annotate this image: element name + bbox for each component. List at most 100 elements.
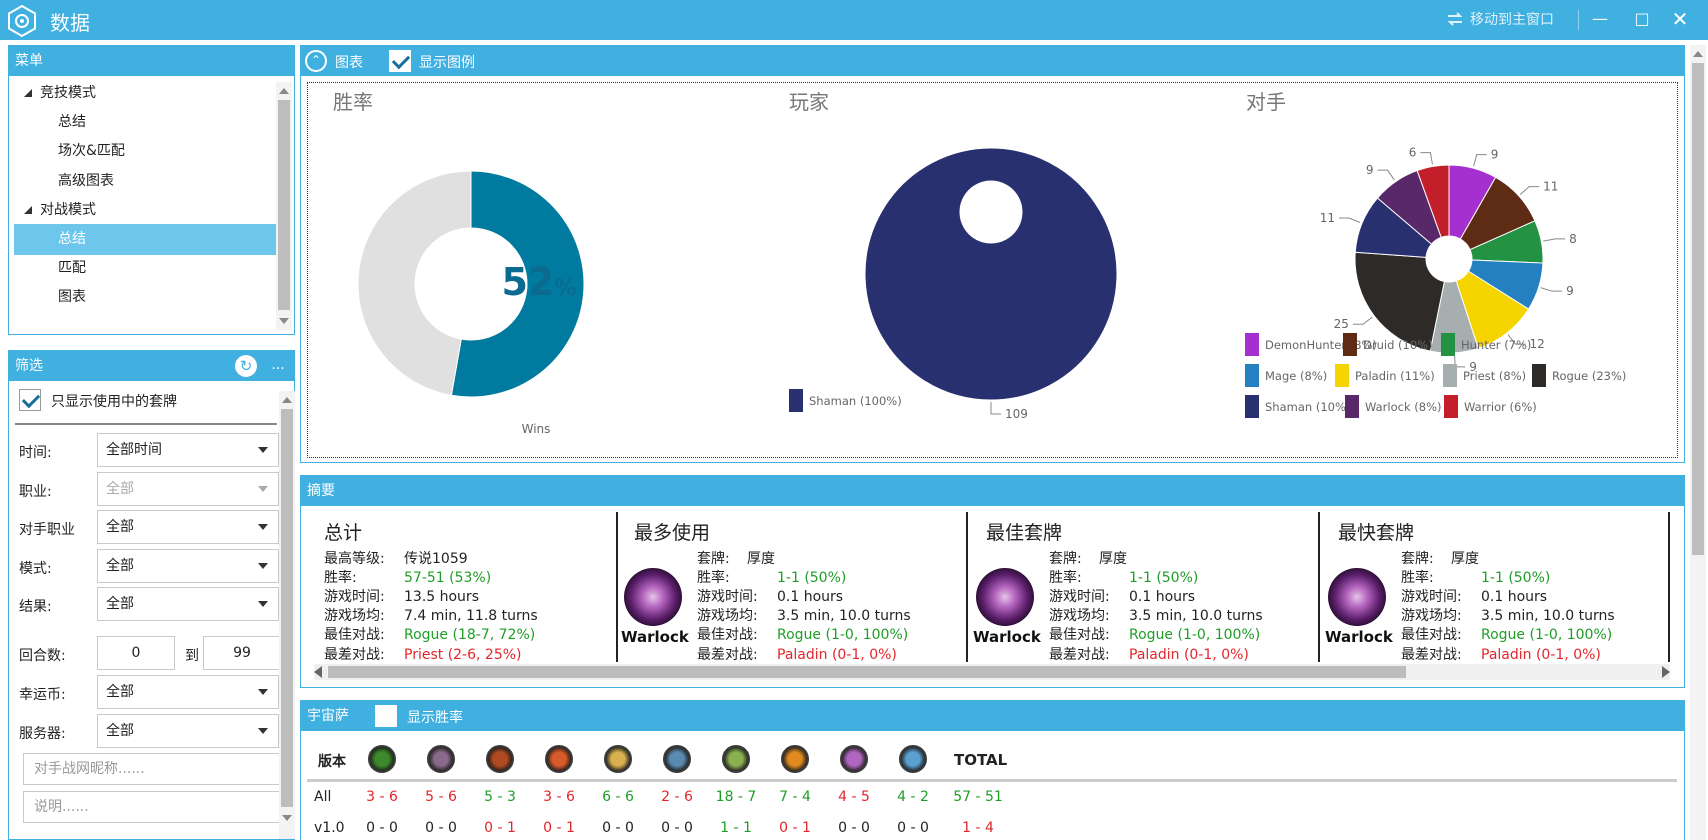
only-active-decks-label: 只显示使用中的套牌	[51, 394, 177, 410]
main-scroll-up-icon[interactable]	[1693, 51, 1703, 57]
matchup-cell: 4 - 5	[838, 789, 870, 805]
summary-scroll-right-icon[interactable]	[1662, 666, 1670, 678]
warrior-icon	[899, 745, 927, 773]
filter-scroll-thumb[interactable]	[281, 409, 293, 807]
menu-item-2[interactable]: 场次&匹配	[14, 136, 276, 167]
filter-select-3[interactable]: 全部	[97, 548, 279, 583]
maximize-button[interactable]: □	[1628, 8, 1656, 32]
menu-panel: 菜单 竞技模式 总结 场次&匹配 高级图表 对战模式 总结 匹配 图表	[8, 45, 295, 335]
only-active-decks-checkbox[interactable]	[19, 389, 41, 411]
summary-row-value: 厚度	[747, 551, 775, 567]
filter-scrollbar[interactable]	[279, 391, 295, 839]
pie-slice-2-6[interactable]	[1354, 251, 1445, 352]
refresh-button[interactable]: ↻	[235, 355, 257, 377]
filter2-label-1: 服务器:	[19, 725, 66, 742]
summary-row-value: Priest (2-6, 25%)	[404, 646, 522, 663]
summary-row: 最差对战: Paladin (0-1, 0%)	[1049, 646, 1249, 665]
menu-item-0[interactable]: 竞技模式	[14, 78, 276, 109]
move-to-main-window-button[interactable]: 移动到主窗口	[1446, 9, 1554, 29]
summary-row-key: 游戏场均:	[1401, 608, 1462, 625]
summary-row-value: Rogue (18-7, 72%)	[404, 627, 536, 644]
summary-scroll-left-icon[interactable]	[314, 666, 322, 678]
show-legend-checkbox[interactable]	[389, 50, 411, 72]
note-input[interactable]: 说明......	[23, 791, 281, 823]
summary-row-value: Paladin (0-1, 0%)	[1481, 646, 1601, 663]
close-button[interactable]: ✕	[1666, 8, 1694, 32]
turns-from-input[interactable]: 0	[97, 636, 175, 670]
summary-row: 游戏时间: 0.1 hours	[1049, 588, 1195, 607]
filter-scroll-up-icon[interactable]	[282, 397, 292, 403]
summary-row-value: 57-51 (53%)	[404, 570, 492, 587]
pie-value-label-2-8: 9	[1366, 163, 1374, 177]
summary-row-value: Rogue (1-0, 100%)	[1129, 627, 1261, 644]
filter-select-0[interactable]: 全部时间	[97, 433, 279, 467]
summary-row-value: Paladin (0-1, 0%)	[1129, 646, 1249, 663]
pie-slice-2-9[interactable]	[1416, 164, 1450, 239]
scroll-down-icon[interactable]	[279, 318, 289, 324]
pie-value-label-2-4: 12	[1529, 337, 1544, 351]
deck-class-name-2: Warlock	[973, 628, 1041, 646]
legend-item-opponent-2: Hunter (7%)	[1441, 333, 1531, 356]
legend-swatch	[789, 389, 803, 412]
matchup-cell: 5 - 6	[425, 789, 457, 805]
main-scrollbar[interactable]	[1690, 45, 1706, 840]
menu-scrollbar[interactable]	[276, 82, 292, 330]
filter-divider	[15, 423, 277, 425]
pie-slice-0-1[interactable]	[357, 170, 472, 396]
matchup-cell: 2 - 6	[661, 789, 693, 805]
warlock-hero-icon	[976, 568, 1034, 626]
pie-slice-0-0[interactable]	[450, 170, 585, 398]
minimize-button[interactable]: —	[1586, 8, 1614, 32]
summary-row: 游戏场均: 3.5 min, 10.0 turns	[1049, 607, 1263, 626]
filter2-select-0[interactable]: 全部	[97, 675, 279, 709]
legend-item-opponent-6: Rogue (23%)	[1532, 364, 1626, 387]
menu-item-3[interactable]: 高级图表	[14, 166, 276, 197]
menu-item-6[interactable]: 匹配	[14, 253, 276, 284]
summary-row-key: 最高等级:	[324, 551, 385, 567]
summary-column-divider	[1318, 512, 1320, 662]
main-scroll-thumb[interactable]	[1692, 63, 1704, 555]
turns-to-input[interactable]: 99	[203, 636, 281, 670]
expand-triangle-icon[interactable]	[24, 89, 32, 97]
menu-item-7[interactable]: 图表	[14, 282, 276, 313]
summary-row-key: 套牌:	[1049, 551, 1082, 567]
summary-row-key: 最差对战:	[324, 646, 385, 663]
pie-slice-2-4[interactable]	[1455, 270, 1530, 349]
filter-scroll-down-icon[interactable]	[282, 815, 292, 821]
summary-hscrollbar[interactable]	[314, 664, 1670, 680]
expand-triangle-icon[interactable]	[24, 205, 32, 214]
menu-item-4[interactable]: 对战模式	[14, 195, 276, 226]
opponent-name-input[interactable]: 对手战网昵称......	[23, 753, 281, 785]
legend-item-opponent-7: Shaman (10%)	[1245, 395, 1350, 418]
charts-svg: 109 9 11 8 9 12 9 25 11 9 6	[357, 146, 1577, 421]
pie-value-label-2-7: 11	[1320, 211, 1335, 225]
show-winrate-checkbox[interactable]	[375, 705, 397, 727]
summary-scroll-thumb[interactable]	[328, 666, 1406, 678]
wins-label: Wins	[521, 422, 551, 436]
pie-slice-1-0[interactable]	[864, 147, 1118, 401]
matchup-header: 宇宙萨	[301, 701, 1684, 731]
summary-row-value: 3.5 min, 10.0 turns	[1129, 608, 1263, 625]
summary-row: 游戏时间: 0.1 hours	[697, 588, 843, 607]
legend-swatch	[1441, 333, 1455, 356]
more-button[interactable]: ...	[271, 357, 285, 373]
menu-item-1[interactable]: 总结	[14, 107, 276, 138]
swap-icon	[1447, 12, 1463, 26]
scroll-up-icon[interactable]	[279, 88, 289, 94]
legend-label: Shaman (100%)	[809, 393, 902, 408]
filter2-select-1[interactable]: 全部	[97, 713, 279, 748]
pie-label-line-2-8	[1377, 169, 1395, 181]
legend-item-opponent-3: Mage (8%)	[1245, 364, 1327, 387]
summary-row-value: 3.5 min, 10.0 turns	[1481, 608, 1615, 625]
filter-select-1[interactable]: 全部	[97, 471, 279, 506]
collapse-charts-button[interactable]: ⌃	[305, 50, 327, 72]
menu-scroll-thumb[interactable]	[278, 100, 290, 310]
menu-item-5[interactable]: 总结	[14, 224, 276, 255]
matchup-version-1: v1.0	[314, 820, 345, 836]
summary-row-value: 1-1 (50%)	[1129, 570, 1199, 587]
legend-item-player-0: Shaman (100%)	[789, 389, 902, 412]
pie-value-label-2-0: 9	[1491, 148, 1499, 162]
filter-select-4[interactable]: 全部	[97, 587, 279, 621]
filter-select-2[interactable]: 全部	[97, 510, 279, 544]
summary-title-0: 总计	[324, 522, 363, 544]
